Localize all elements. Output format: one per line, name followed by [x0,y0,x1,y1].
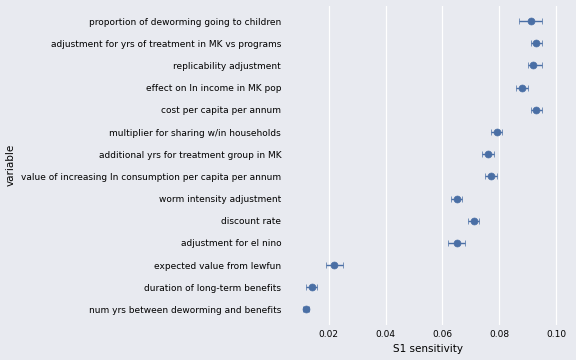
Y-axis label: variable: variable [6,144,16,186]
X-axis label: S1 sensitivity: S1 sensitivity [393,345,463,355]
